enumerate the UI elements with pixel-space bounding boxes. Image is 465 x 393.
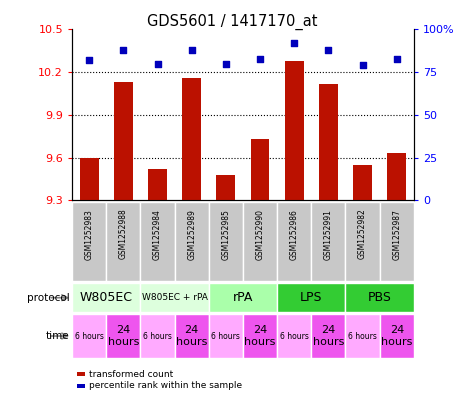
Bar <box>312 314 345 358</box>
Text: LPS: LPS <box>300 291 323 304</box>
Bar <box>114 82 133 200</box>
Text: W805EC: W805EC <box>80 291 133 304</box>
Bar <box>106 314 140 358</box>
Point <box>359 62 366 68</box>
Text: 24
hours: 24 hours <box>176 325 207 347</box>
Bar <box>319 84 338 200</box>
Bar <box>140 314 174 358</box>
Text: 24
hours: 24 hours <box>313 325 344 347</box>
Bar <box>345 283 414 312</box>
Text: 6 hours: 6 hours <box>212 332 240 340</box>
Bar <box>209 202 243 281</box>
Bar <box>174 202 209 281</box>
Bar <box>277 314 312 358</box>
Text: PBS: PBS <box>368 291 392 304</box>
Bar <box>106 202 140 281</box>
Bar <box>243 314 277 358</box>
Text: GSM1252986: GSM1252986 <box>290 209 299 259</box>
Bar <box>345 202 379 281</box>
Text: GSM1252991: GSM1252991 <box>324 209 333 259</box>
Text: GSM1252988: GSM1252988 <box>119 209 128 259</box>
Text: GDS5601 / 1417170_at: GDS5601 / 1417170_at <box>147 14 318 30</box>
Text: 6 hours: 6 hours <box>75 332 104 340</box>
Text: protocol: protocol <box>27 293 70 303</box>
Text: time: time <box>46 331 70 341</box>
Point <box>154 61 161 67</box>
Text: percentile rank within the sample: percentile rank within the sample <box>89 382 242 390</box>
Bar <box>182 78 201 200</box>
Bar <box>312 202 345 281</box>
Bar <box>243 202 277 281</box>
Bar <box>72 314 106 358</box>
Bar <box>285 61 304 200</box>
Bar <box>379 202 414 281</box>
Point <box>222 61 230 67</box>
Bar <box>72 283 140 312</box>
Text: GSM1252990: GSM1252990 <box>256 209 265 260</box>
Bar <box>209 283 277 312</box>
Point <box>86 57 93 63</box>
Bar <box>379 314 414 358</box>
Point <box>291 40 298 46</box>
Text: 24
hours: 24 hours <box>245 325 276 347</box>
Bar <box>353 165 372 200</box>
Text: 24
hours: 24 hours <box>108 325 139 347</box>
Point <box>120 47 127 53</box>
Text: 6 hours: 6 hours <box>348 332 377 340</box>
Point <box>256 55 264 62</box>
Point <box>188 47 195 53</box>
Bar <box>251 139 269 200</box>
Text: W805EC + rPA: W805EC + rPA <box>142 293 207 302</box>
Text: 24
hours: 24 hours <box>381 325 412 347</box>
Bar <box>387 153 406 200</box>
Bar <box>80 158 99 200</box>
Text: GSM1252984: GSM1252984 <box>153 209 162 259</box>
Bar <box>140 202 174 281</box>
Bar <box>209 314 243 358</box>
Text: GSM1252982: GSM1252982 <box>358 209 367 259</box>
Text: GSM1252989: GSM1252989 <box>187 209 196 259</box>
Point <box>325 47 332 53</box>
Bar <box>148 169 167 200</box>
Bar <box>277 283 345 312</box>
Text: transformed count: transformed count <box>89 370 173 378</box>
Text: GSM1252983: GSM1252983 <box>85 209 93 259</box>
Point <box>393 55 400 62</box>
Bar <box>140 283 209 312</box>
Bar <box>277 202 312 281</box>
Bar <box>217 175 235 200</box>
Text: 6 hours: 6 hours <box>280 332 309 340</box>
Bar <box>174 314 209 358</box>
Text: rPA: rPA <box>233 291 253 304</box>
Bar <box>345 314 379 358</box>
Text: GSM1252987: GSM1252987 <box>392 209 401 259</box>
Text: GSM1252985: GSM1252985 <box>221 209 230 259</box>
Text: 6 hours: 6 hours <box>143 332 172 340</box>
Bar <box>72 202 106 281</box>
